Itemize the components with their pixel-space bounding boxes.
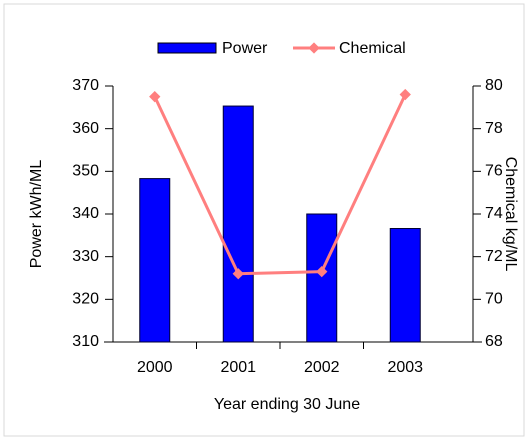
y-tick-label: 360 [72, 120, 99, 137]
y-tick-label: 350 [72, 163, 99, 180]
bar [389, 228, 421, 343]
y-tick-label: 310 [72, 333, 99, 350]
y-tick-label: 370 [72, 77, 99, 94]
x-tick-label: 2003 [387, 359, 423, 376]
x-tick-label: 2001 [220, 359, 256, 376]
line [153, 93, 407, 276]
y-tick-label: 340 [72, 205, 99, 222]
x-tick-label: 2002 [304, 359, 340, 376]
chart-frame [3, 3, 525, 437]
marker [316, 265, 328, 278]
bar [222, 105, 254, 343]
legend-label: Power [222, 40, 268, 57]
bar [139, 178, 171, 343]
legend-swatch [157, 42, 217, 54]
y-axis-title: Power kWh/ML [28, 160, 45, 269]
y2-tick-label: 72 [485, 248, 503, 265]
y2-tick-label: 74 [485, 205, 503, 222]
x-tick-label: 2000 [137, 359, 173, 376]
x-axis-title: Year ending 30 June [214, 396, 360, 413]
y2-tick-label: 70 [485, 291, 503, 308]
y-tick-label: 320 [72, 291, 99, 308]
legend-marker [308, 42, 320, 54]
bar [306, 213, 338, 343]
marker [232, 268, 244, 280]
y-tick-label: 330 [72, 248, 99, 265]
y2-axis-title: Chemical kg/ML [502, 157, 519, 272]
y2-tick-label: 78 [485, 120, 503, 137]
y2-tick-label: 68 [485, 333, 503, 350]
legend-label: Chemical [339, 40, 406, 57]
y2-tick-label: 76 [485, 163, 503, 180]
y2-tick-label: 80 [485, 77, 503, 94]
